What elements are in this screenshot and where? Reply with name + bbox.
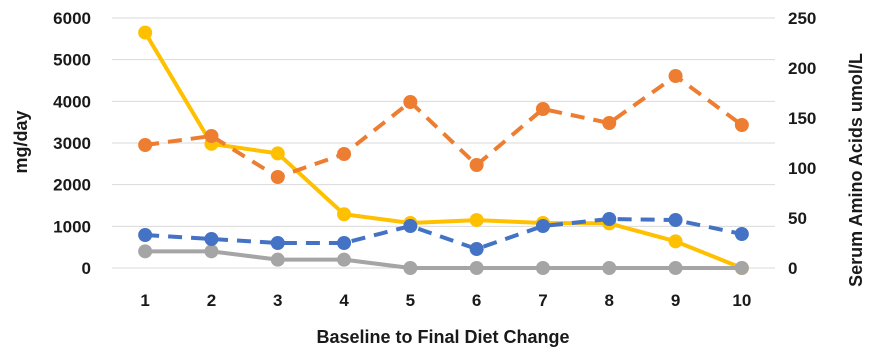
data-point	[337, 252, 352, 267]
data-point	[270, 236, 285, 250]
right-tick-label: 50	[788, 209, 807, 228]
data-point	[403, 261, 418, 275]
left-axis-ticks: 0 1000 2000 3000 4000 5000 6000	[53, 9, 91, 278]
x-axis-title: Baseline to Final Diet Change	[316, 327, 569, 347]
data-point	[337, 147, 352, 161]
data-point	[138, 244, 153, 259]
left-tick-label: 6000	[53, 9, 91, 28]
data-point	[668, 69, 683, 83]
series-line	[143, 30, 744, 270]
x-tick-label: 6	[472, 291, 481, 310]
data-point	[138, 138, 153, 152]
data-point	[602, 261, 617, 275]
right-tick-label: 200	[788, 59, 816, 78]
data-point	[270, 146, 285, 161]
x-tick-label: 8	[605, 291, 614, 310]
data-point	[602, 212, 617, 226]
data-point	[469, 261, 484, 275]
data-point	[403, 219, 418, 233]
left-tick-label: 5000	[53, 51, 91, 70]
data-point	[602, 116, 617, 130]
x-tick-label: 4	[339, 291, 349, 310]
data-point	[270, 252, 285, 267]
left-tick-label: 2000	[53, 176, 91, 195]
left-tick-label: 0	[82, 259, 91, 278]
x-tick-label: 10	[732, 291, 751, 310]
data-point	[668, 234, 683, 249]
data-point	[668, 261, 683, 275]
data-point	[204, 232, 219, 246]
data-point	[138, 228, 153, 242]
data-point	[204, 244, 219, 259]
left-tick-label: 3000	[53, 134, 91, 153]
right-tick-label: 0	[788, 259, 797, 278]
data-point	[535, 261, 550, 275]
series-line	[143, 249, 744, 270]
right-axis-ticks: 0 50 100 150 200 250	[788, 9, 816, 278]
left-tick-label: 4000	[53, 92, 91, 111]
data-point	[734, 227, 749, 241]
data-point	[469, 158, 484, 172]
x-tick-label: 1	[140, 291, 149, 310]
data-point	[469, 242, 484, 256]
left-axis-title: mg/day	[11, 110, 31, 173]
series-layer	[138, 25, 749, 275]
data-point	[337, 207, 352, 222]
x-tick-label: 9	[671, 291, 680, 310]
x-tick-label: 5	[406, 291, 415, 310]
data-point	[469, 213, 484, 228]
data-point	[535, 219, 550, 233]
right-tick-label: 100	[788, 159, 816, 178]
data-point	[535, 102, 550, 116]
x-tick-label: 7	[538, 291, 547, 310]
right-tick-label: 150	[788, 109, 816, 128]
data-point	[403, 95, 418, 109]
data-point	[734, 261, 749, 275]
left-tick-label: 1000	[53, 217, 91, 236]
x-axis-ticks: 1 2 3 4 5 6 7 8 9 10	[140, 291, 751, 310]
data-point	[270, 170, 285, 184]
data-point	[668, 213, 683, 227]
data-point	[337, 236, 352, 250]
x-tick-label: 3	[273, 291, 282, 310]
series-line	[145, 217, 743, 251]
data-point	[204, 129, 219, 143]
series-line	[144, 74, 744, 179]
right-axis-title: Serum Amino Acids umol/L	[846, 53, 866, 287]
right-tick-label: 250	[788, 9, 816, 28]
x-tick-label: 2	[207, 291, 216, 310]
data-point	[734, 118, 749, 132]
data-point	[138, 25, 153, 40]
